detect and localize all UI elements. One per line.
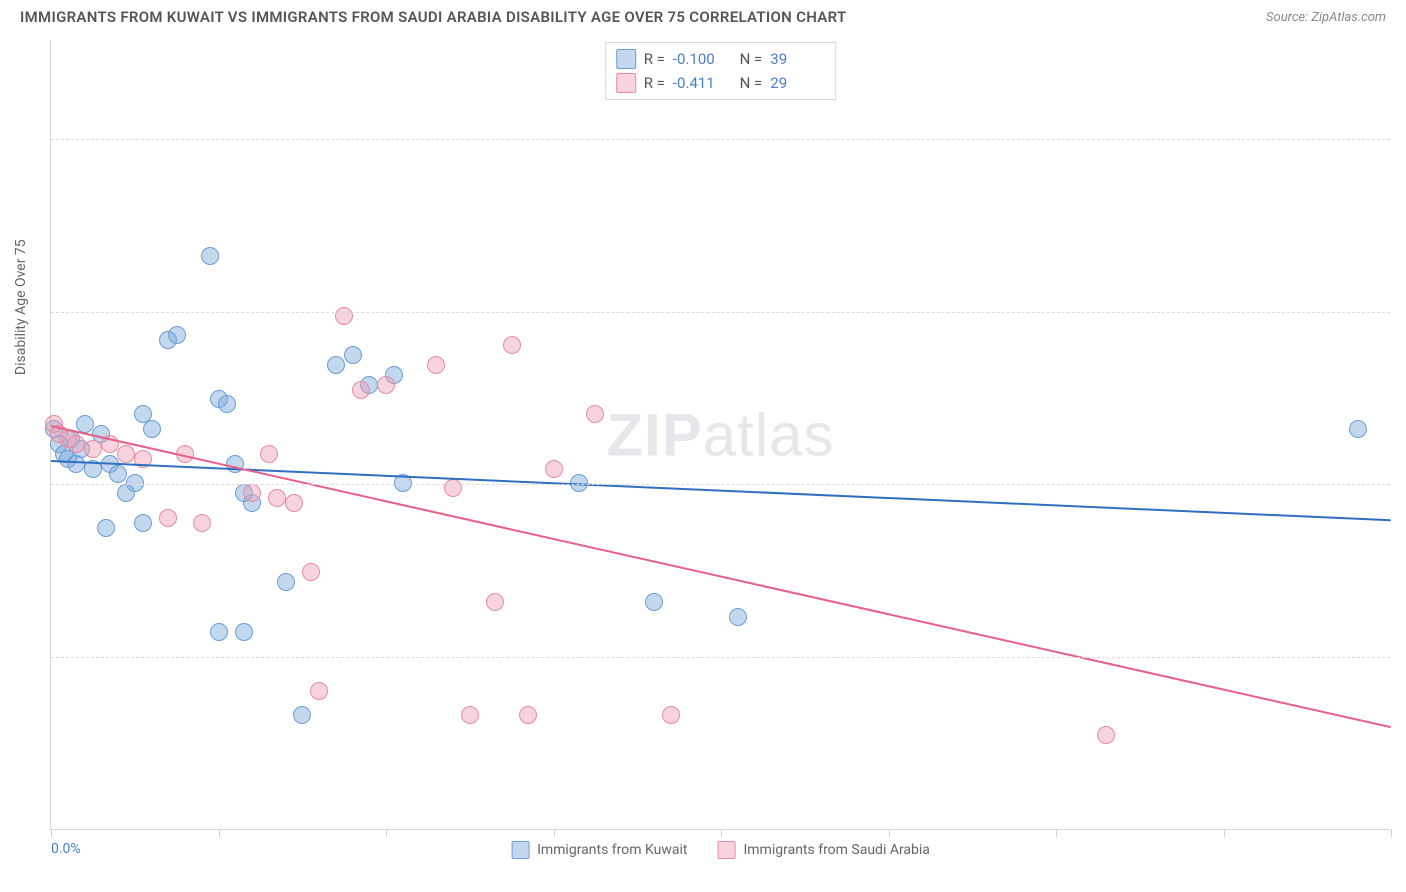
- scatter-point: [84, 440, 102, 458]
- n-label: N =: [736, 74, 762, 92]
- scatter-point: [67, 435, 85, 453]
- scatter-point: [427, 356, 445, 374]
- scatter-point: [486, 593, 504, 611]
- y-axis-title: Disability Age Over 75: [13, 239, 29, 375]
- scatter-point: [503, 336, 521, 354]
- scatter-point: [662, 706, 680, 724]
- swatch-saudi: [616, 73, 636, 93]
- r-label: R =: [644, 74, 665, 92]
- x-tick-label-min: 0.0%: [51, 841, 81, 857]
- scatter-point: [109, 465, 127, 483]
- scatter-point: [201, 247, 219, 265]
- scatter-point: [461, 706, 479, 724]
- chart-title: IMMIGRANTS FROM KUWAIT VS IMMIGRANTS FRO…: [20, 8, 846, 26]
- watermark-rest: atlas: [703, 401, 835, 468]
- chart-area: Disability Age Over 75 ZIPatlas R = -0.1…: [50, 40, 1390, 830]
- gridline: [51, 484, 1390, 485]
- scatter-point: [645, 593, 663, 611]
- x-tick: [1391, 829, 1392, 837]
- legend-label-kuwait: Immigrants from Kuwait: [537, 842, 687, 858]
- trend-line: [51, 425, 1391, 728]
- x-tick: [721, 829, 722, 837]
- gridline: [51, 312, 1390, 313]
- stats-legend-box: R = -0.100 N = 39 R = -0.411 N = 29: [605, 42, 837, 100]
- scatter-point: [545, 460, 563, 478]
- x-tick: [889, 829, 890, 837]
- gridline: [51, 657, 1390, 658]
- legend-item-saudi: Immigrants from Saudi Arabia: [717, 841, 929, 859]
- scatter-point: [302, 563, 320, 581]
- swatch-kuwait: [616, 49, 636, 69]
- scatter-point: [126, 474, 144, 492]
- scatter-point: [285, 494, 303, 512]
- scatter-point: [97, 519, 115, 537]
- scatter-point: [310, 682, 328, 700]
- scatter-point: [243, 484, 261, 502]
- scatter-point: [193, 514, 211, 532]
- r-label: R =: [644, 50, 665, 68]
- scatter-point: [268, 489, 286, 507]
- watermark: ZIPatlas: [606, 400, 834, 469]
- scatter-point: [352, 381, 370, 399]
- gridline: [51, 139, 1390, 140]
- scatter-point: [519, 706, 537, 724]
- scatter-point: [327, 356, 345, 374]
- n-value-saudi: 29: [770, 74, 825, 92]
- n-label: N =: [736, 50, 762, 68]
- bottom-legend: Immigrants from Kuwait Immigrants from S…: [511, 841, 930, 859]
- scatter-point: [1349, 420, 1367, 438]
- scatter-point: [344, 346, 362, 364]
- scatter-point: [444, 479, 462, 497]
- x-tick: [51, 829, 52, 837]
- scatter-point: [260, 445, 278, 463]
- legend-label-saudi: Immigrants from Saudi Arabia: [743, 842, 929, 858]
- scatter-point: [218, 395, 236, 413]
- x-tick: [1056, 829, 1057, 837]
- scatter-point: [293, 706, 311, 724]
- scatter-point: [159, 509, 177, 527]
- scatter-point: [729, 608, 747, 626]
- scatter-point: [586, 405, 604, 423]
- title-bar: IMMIGRANTS FROM KUWAIT VS IMMIGRANTS FRO…: [0, 0, 1406, 26]
- scatter-point: [210, 623, 228, 641]
- x-tick: [386, 829, 387, 837]
- scatter-point: [1097, 726, 1115, 744]
- stats-row-saudi: R = -0.411 N = 29: [616, 71, 826, 95]
- swatch-saudi-icon: [717, 841, 735, 859]
- scatter-point: [117, 445, 135, 463]
- source-label: Source: ZipAtlas.com: [1266, 10, 1386, 25]
- scatter-point: [168, 326, 186, 344]
- x-tick: [1224, 829, 1225, 837]
- scatter-point: [134, 514, 152, 532]
- r-value-kuwait: -0.100: [673, 50, 728, 68]
- n-value-kuwait: 39: [770, 50, 825, 68]
- scatter-point: [377, 376, 395, 394]
- stats-row-kuwait: R = -0.100 N = 39: [616, 47, 826, 71]
- watermark-bold: ZIP: [606, 401, 702, 468]
- r-value-saudi: -0.411: [673, 74, 728, 92]
- scatter-point: [335, 307, 353, 325]
- legend-item-kuwait: Immigrants from Kuwait: [511, 841, 687, 859]
- scatter-point: [235, 623, 253, 641]
- x-tick: [554, 829, 555, 837]
- scatter-point: [277, 573, 295, 591]
- scatter-point: [134, 405, 152, 423]
- swatch-kuwait-icon: [511, 841, 529, 859]
- x-tick: [219, 829, 220, 837]
